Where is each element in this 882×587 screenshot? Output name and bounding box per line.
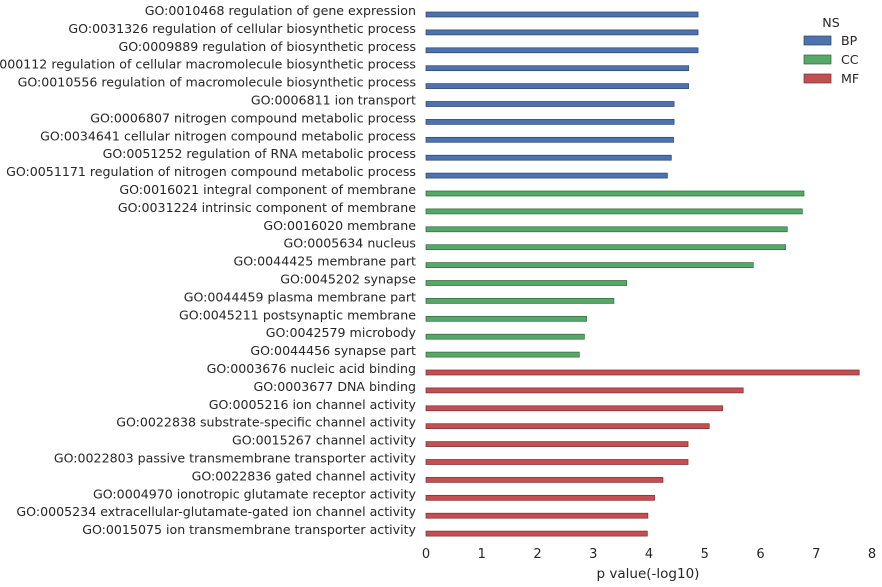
category-label: GO:0044459 plasma membrane part bbox=[184, 289, 416, 304]
x-tick-label: 1 bbox=[478, 547, 486, 562]
bar-mf-27 bbox=[425, 477, 664, 483]
bar-cc-15 bbox=[425, 262, 754, 268]
category-label: GO:0003676 nucleic acid binding bbox=[207, 361, 416, 376]
category-label: GO:0010556 regulation of macromolecule b… bbox=[18, 75, 416, 90]
category-label: GO:0034641 cellular nitrogen compound me… bbox=[40, 128, 416, 143]
bar-mf-26 bbox=[425, 459, 689, 465]
bar-mf-28 bbox=[425, 494, 655, 501]
category-label: GO:0022838 substrate-specific channel ac… bbox=[116, 415, 416, 430]
legend-label-bp: BP bbox=[841, 33, 858, 48]
bar-mf-25 bbox=[425, 441, 689, 447]
bar-cc-20 bbox=[425, 351, 580, 358]
legend-entries: BP CC MF bbox=[803, 33, 859, 86]
legend-title: NS bbox=[822, 15, 839, 30]
x-tick-label: 3 bbox=[589, 547, 597, 562]
category-label: GO:0015075 ion transmembrane transporter… bbox=[82, 522, 416, 537]
bar-bp-8 bbox=[425, 136, 674, 143]
bar-cc-14 bbox=[425, 244, 786, 251]
bar-bp-9 bbox=[425, 154, 672, 161]
category-label: GO:0005634 nucleus bbox=[284, 236, 416, 251]
bar-cc-17 bbox=[425, 298, 615, 304]
category-label: GO:0005216 ion channel activity bbox=[209, 397, 417, 412]
category-label: GO:2000112 regulation of cellular macrom… bbox=[0, 57, 416, 72]
bar-mf-22 bbox=[425, 387, 744, 394]
category-label: GO:0006811 ion transport bbox=[251, 93, 416, 108]
category-label: GO:0022803 passive transmembrane transpo… bbox=[54, 451, 417, 466]
x-tick-label: 2 bbox=[533, 547, 541, 562]
category-label: GO:0031224 intrinsic component of membra… bbox=[118, 200, 416, 215]
legend-label-cc: CC bbox=[841, 52, 859, 67]
bar-bp-4 bbox=[425, 65, 689, 72]
bar-bp-10 bbox=[425, 172, 668, 179]
x-axis-label: p value(-log10) bbox=[597, 566, 700, 582]
x-tick-label: 7 bbox=[812, 547, 820, 562]
bars-layer bbox=[425, 11, 860, 537]
x-tick-label: 4 bbox=[645, 547, 653, 562]
x-tick-label: 6 bbox=[756, 547, 764, 562]
category-label: GO:0009889 regulation of biosynthetic pr… bbox=[118, 39, 416, 54]
bar-mf-23 bbox=[425, 405, 723, 412]
legend-swatch-cc bbox=[803, 54, 832, 65]
category-label: GO:0042579 microbody bbox=[266, 325, 417, 340]
category-label: GO:0016020 membrane bbox=[263, 218, 416, 233]
category-label: GO:0031326 regulation of cellular biosyn… bbox=[68, 21, 416, 36]
category-label: GO:0004970 ionotropic glutamate receptor… bbox=[93, 486, 417, 501]
category-label: GO:0006807 nitrogen compound metabolic p… bbox=[90, 110, 416, 125]
bar-bp-2 bbox=[425, 29, 699, 36]
bar-mf-24 bbox=[425, 423, 710, 430]
bar-cc-16 bbox=[425, 280, 628, 286]
category-label: GO:0022836 gated channel activity bbox=[192, 468, 417, 483]
legend-label-mf: MF bbox=[841, 71, 859, 86]
x-tick-label: 0 bbox=[422, 547, 430, 562]
bar-cc-11 bbox=[425, 190, 805, 197]
bar-cc-18 bbox=[425, 315, 587, 322]
bar-bp-7 bbox=[425, 119, 675, 125]
bar-mf-21 bbox=[425, 369, 860, 376]
bar-bp-6 bbox=[425, 101, 675, 107]
category-label: GO:0005234 extracellular-glutamate-gated… bbox=[16, 504, 416, 519]
bar-bp-5 bbox=[425, 83, 689, 89]
category-label: GO:0045211 postsynaptic membrane bbox=[179, 307, 416, 322]
category-label: GO:0051171 regulation of nitrogen compou… bbox=[6, 164, 416, 179]
legend-swatch-bp bbox=[803, 35, 832, 46]
bar-cc-12 bbox=[425, 208, 803, 215]
category-label: GO:0051252 regulation of RNA metabolic p… bbox=[103, 146, 416, 161]
legend: NS BP CC MF bbox=[803, 15, 859, 86]
category-label: GO:0016021 integral component of membran… bbox=[119, 182, 416, 197]
category-label: GO:0015267 channel activity bbox=[232, 433, 417, 448]
x-ticks-layer: 0 1 2 3 4 5 6 7 8 bbox=[422, 547, 876, 562]
bar-cc-13 bbox=[425, 226, 788, 233]
category-label: GO:0003677 DNA binding bbox=[254, 379, 416, 394]
legend-swatch-mf bbox=[803, 73, 832, 84]
bar-bp-3 bbox=[425, 47, 699, 54]
bar-bp-1 bbox=[425, 11, 699, 18]
bar-mf-30 bbox=[425, 530, 648, 537]
category-label: GO:0010468 regulation of gene expression bbox=[145, 3, 416, 18]
category-labels-layer: GO:0010468 regulation of gene expression… bbox=[0, 3, 417, 537]
category-label: GO:0044425 membrane part bbox=[233, 254, 416, 269]
x-tick-label: 8 bbox=[868, 547, 876, 562]
category-label: GO:0044456 synapse part bbox=[250, 343, 416, 358]
bar-cc-19 bbox=[425, 333, 585, 340]
bar-mf-29 bbox=[425, 512, 649, 519]
x-tick-label: 5 bbox=[701, 547, 709, 562]
category-label: GO:0045202 synapse bbox=[280, 272, 416, 287]
